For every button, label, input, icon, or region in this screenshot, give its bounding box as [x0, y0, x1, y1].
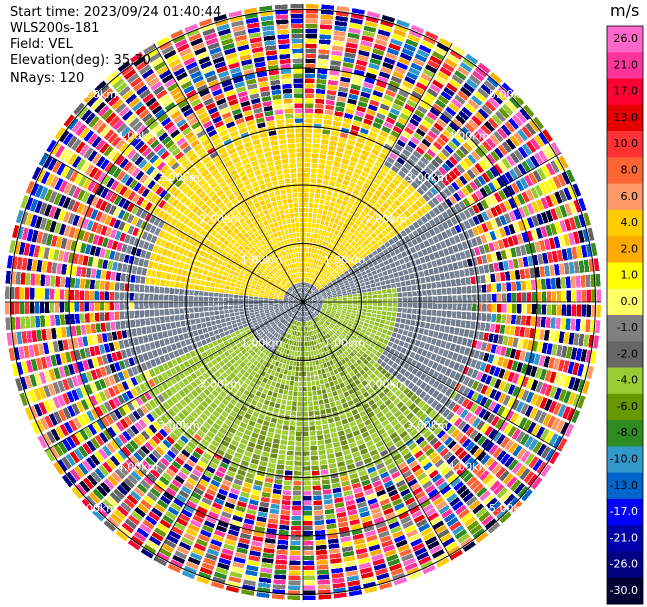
range-ring-label: 4.00km [117, 461, 159, 474]
range-ring-label: 4.00km [448, 461, 490, 474]
range-ring-label: 2.00km [200, 378, 242, 391]
range-ring-label: 5.00km [489, 88, 531, 101]
range-rings: 1.00km 1.00km 1.00km 1.00km 2.00km 2.00km 2.00… [10, 9, 596, 595]
start-time-label: Start time: 2023/09/24 01:40:44 [10, 5, 222, 20]
range-ring-label: 1.00km [324, 336, 366, 349]
field-label: Field: VEL [10, 37, 73, 52]
range-ring-label: 2.00km [365, 378, 407, 391]
azimuth-spoke [44, 152, 304, 303]
range-ring-label: 5.00km [75, 88, 117, 101]
range-ring-label: 4.00km [117, 130, 159, 143]
range-ring [185, 184, 421, 420]
gate-cells [5, 4, 601, 600]
range-ring-label: 5.00km [489, 502, 531, 515]
range-ring-label: 4.00km [448, 130, 490, 143]
colorbar-unit: m/s [610, 1, 640, 20]
range-ring-label: 1.00km [324, 254, 366, 267]
instrument-label: WLS200s-181 [10, 21, 100, 36]
range-ring-label: 3.00km [158, 419, 200, 432]
range-ring-label: 1.00km [241, 254, 283, 267]
range-ring-label: 3.00km [406, 171, 448, 184]
azimuth-spoke [302, 43, 453, 303]
azimuth-spoke [302, 152, 562, 303]
azimuth-spoke [44, 301, 304, 452]
range-ring-label: 2.00km [365, 212, 407, 225]
range-ring [127, 126, 479, 478]
azimuth-spoke [302, 301, 453, 561]
elevation-label: Elevation(deg): 35.30 [10, 53, 151, 68]
azimuth-spoke [153, 301, 304, 561]
azimuth-spokes [4, 3, 602, 601]
azimuth-spoke [153, 43, 304, 303]
range-ring [10, 9, 596, 595]
range-ring-label: 3.00km [158, 171, 200, 184]
range-ring-label: 2.00km [200, 212, 242, 225]
nrays-label: NRays: 120 [10, 71, 85, 86]
range-ring [244, 243, 362, 361]
range-ring-label: 3.00km [406, 419, 448, 432]
range-ring-label: 5.00km [75, 502, 117, 515]
range-ring [68, 67, 538, 537]
range-ring-label: 1.00km [241, 336, 283, 349]
azimuth-spoke [302, 301, 562, 452]
